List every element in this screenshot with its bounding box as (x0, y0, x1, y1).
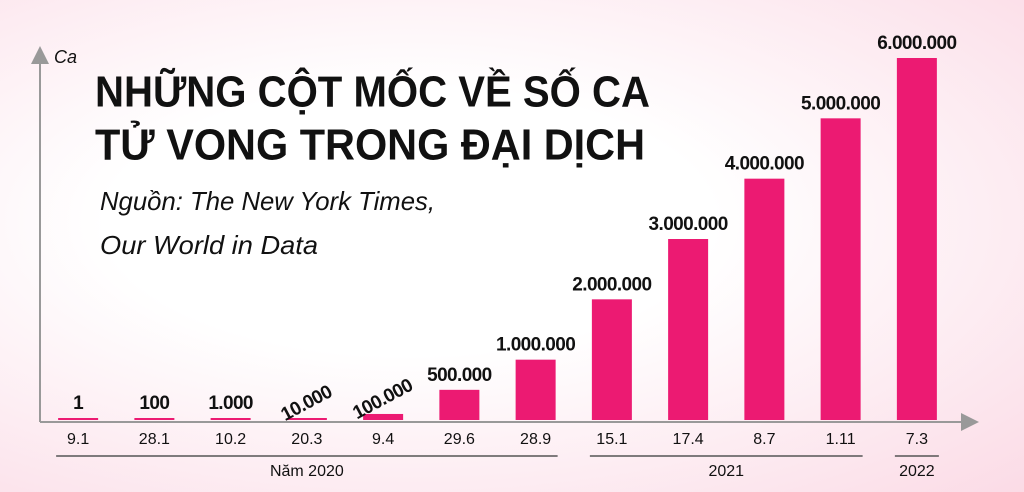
bar (363, 413, 404, 420)
x-tick-label: 9.1 (67, 431, 89, 448)
bar (286, 418, 327, 420)
value-label: 500.000 (427, 365, 492, 386)
bar (58, 418, 99, 420)
value-label: 100 (139, 393, 169, 414)
bar (896, 58, 937, 420)
y-axis-label: Ca (54, 47, 77, 67)
chart-subtitle: Our World in Data (100, 230, 318, 260)
x-tick-label: 10.2 (215, 431, 246, 448)
value-label: 4.000.000 (725, 154, 804, 175)
value-label: 3.000.000 (649, 214, 728, 235)
x-tick-label: 7.3 (906, 431, 928, 448)
bar (515, 359, 556, 420)
x-tick-label: 28.9 (520, 431, 551, 448)
chart-title: NHỮNG CỘT MỐC VỀ SỐ CA (95, 66, 650, 117)
bar (439, 389, 480, 420)
bar (210, 418, 251, 420)
bar (744, 178, 785, 420)
x-tick-label: 9.4 (372, 431, 394, 448)
value-label: 5.000.000 (801, 93, 880, 114)
year-label: Năm 2020 (270, 463, 344, 480)
x-tick-label: 15.1 (596, 431, 627, 448)
value-label: 1.000 (208, 393, 253, 414)
x-tick-label: 17.4 (673, 431, 704, 448)
year-label: 2022 (899, 463, 935, 480)
bar (668, 239, 709, 420)
bar (820, 118, 861, 420)
year-label: 2021 (708, 463, 744, 480)
value-label: 6.000.000 (877, 33, 956, 54)
value-label: 2.000.000 (572, 274, 651, 295)
chart-title: TỬ VONG TRONG ĐẠI DỊCH (95, 119, 645, 170)
x-tick-label: 28.1 (139, 431, 170, 448)
bar (134, 418, 175, 420)
x-tick-label: 20.3 (291, 431, 322, 448)
x-tick-label: 1.11 (826, 431, 856, 448)
value-label: 1.000.000 (496, 335, 575, 356)
x-tick-label: 8.7 (753, 431, 775, 448)
chart-subtitle: Nguồn: The New York Times, (100, 186, 435, 216)
bar (591, 299, 632, 420)
value-label: 1 (73, 393, 84, 414)
x-tick-label: 29.6 (444, 431, 475, 448)
